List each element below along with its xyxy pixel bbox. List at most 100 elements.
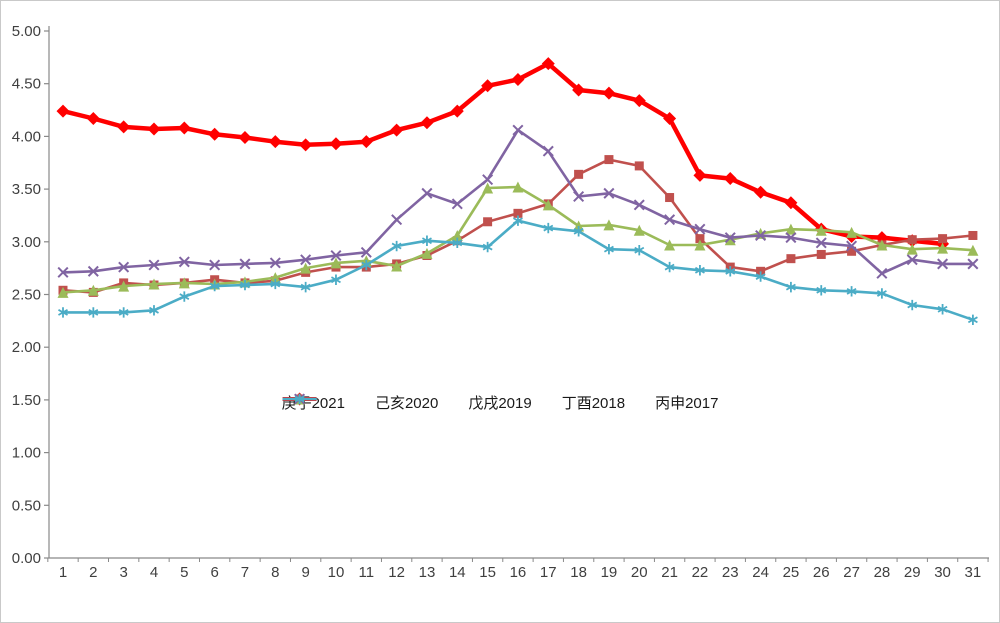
- x-axis-tick-label: 22: [692, 564, 709, 581]
- x-axis-tick-label: 5: [180, 564, 188, 581]
- y-axis-tick-label: 3.00: [12, 234, 41, 251]
- x-axis-tick-label: 24: [752, 564, 769, 581]
- y-axis-tick-label: 2.50: [12, 287, 41, 304]
- marker-x: [87, 265, 99, 277]
- marker-square: [907, 235, 917, 245]
- marker-asterisk: [846, 286, 857, 297]
- marker-square: [483, 217, 493, 227]
- x-axis-tick-label: 4: [150, 564, 158, 581]
- marker-diamond: [208, 127, 222, 141]
- x-axis-tick-label: 20: [631, 564, 648, 581]
- marker-asterisk: [361, 259, 372, 271]
- marker-triangle: [876, 239, 888, 251]
- marker-asterisk: [967, 314, 978, 325]
- marker-triangle: [482, 182, 494, 194]
- marker-x: [785, 232, 797, 244]
- legend-item-3: 丁酉2018: [282, 392, 625, 413]
- marker-triangle: [815, 224, 827, 236]
- marker-diamond: [723, 172, 737, 186]
- marker-diamond: [784, 196, 798, 210]
- marker-triangle: [178, 277, 190, 289]
- marker-square: [968, 230, 978, 240]
- marker-asterisk: [482, 241, 493, 253]
- marker-triangle: [906, 243, 918, 255]
- marker-triangle: [330, 257, 342, 269]
- marker-diamond: [56, 104, 70, 118]
- legend-label: 己亥2020: [374, 395, 439, 412]
- marker-x: [724, 232, 736, 244]
- marker-x: [451, 198, 463, 210]
- marker-diamond: [299, 138, 313, 152]
- marker-triangle: [421, 247, 433, 259]
- y-axis-tick-label: 1.50: [12, 392, 41, 409]
- marker-x: [664, 214, 676, 226]
- marker-diamond: [572, 83, 586, 97]
- legend-marker-asterisk-icon: [282, 393, 317, 405]
- marker-triangle: [148, 278, 160, 290]
- x-axis-tick-label: 2: [89, 564, 97, 581]
- marker-triangle: [269, 272, 281, 284]
- marker-diamond: [754, 185, 768, 199]
- series-line-1: [61, 158, 975, 294]
- marker-triangle: [694, 239, 706, 251]
- marker-x: [482, 174, 494, 186]
- marker-diamond: [359, 135, 373, 149]
- marker-x: [815, 237, 827, 249]
- marker-diamond: [329, 137, 343, 151]
- x-axis-tick-label: 29: [904, 564, 921, 581]
- y-axis-tick-label: 2.00: [12, 339, 41, 356]
- marker-x: [118, 261, 130, 273]
- marker-asterisk: [907, 299, 918, 311]
- marker-diamond: [693, 168, 707, 182]
- marker-diamond: [450, 104, 464, 118]
- marker-triangle: [451, 229, 463, 241]
- marker-asterisk: [725, 266, 736, 277]
- y-axis-tick-label: 5.00: [12, 23, 41, 40]
- marker-x: [330, 249, 342, 262]
- x-axis-tick-label: 8: [271, 564, 279, 581]
- marker-asterisk: [330, 274, 341, 285]
- marker-triangle: [633, 224, 645, 236]
- series-line-2: [61, 185, 975, 294]
- marker-diamond: [602, 86, 616, 100]
- marker-x: [512, 124, 524, 136]
- marker-diamond: [511, 72, 525, 86]
- marker-diamond: [390, 123, 404, 137]
- marker-triangle: [846, 226, 858, 238]
- marker-x: [209, 259, 221, 271]
- x-axis-tick-label: 7: [241, 564, 249, 581]
- marker-asterisk: [512, 215, 523, 226]
- marker-asterisk: [149, 305, 159, 316]
- legend-label: 丙申2017: [655, 395, 719, 412]
- marker-square: [756, 266, 766, 276]
- marker-asterisk: [876, 288, 887, 299]
- marker-diamond: [420, 116, 434, 130]
- marker-diamond: [147, 122, 161, 136]
- x-axis-tick-label: 30: [934, 564, 951, 581]
- marker-x: [300, 254, 312, 266]
- x-axis-tick-label: 13: [419, 564, 436, 581]
- marker-triangle: [785, 223, 797, 235]
- marker-diamond: [632, 94, 646, 108]
- legend-item-1: 己亥2020: [282, 392, 439, 413]
- marker-x: [360, 246, 372, 258]
- x-axis-tick-label: 21: [661, 564, 678, 581]
- marker-diamond: [481, 79, 495, 93]
- y-axis-tick-label: 0.50: [12, 497, 41, 514]
- marker-triangle: [937, 242, 949, 254]
- marker-square: [665, 193, 675, 203]
- marker-asterisk: [634, 245, 645, 256]
- marker-triangle: [724, 234, 736, 246]
- series-2: [57, 181, 979, 298]
- series-3: [57, 124, 979, 279]
- marker-diamond: [238, 130, 252, 144]
- y-axis-tick-label: 4.50: [12, 76, 41, 93]
- marker-square: [938, 234, 948, 244]
- marker-x: [269, 257, 281, 269]
- marker-triangle: [967, 244, 979, 256]
- x-axis-tick-label: 19: [601, 564, 618, 581]
- marker-diamond: [541, 57, 555, 71]
- marker-asterisk: [543, 222, 554, 234]
